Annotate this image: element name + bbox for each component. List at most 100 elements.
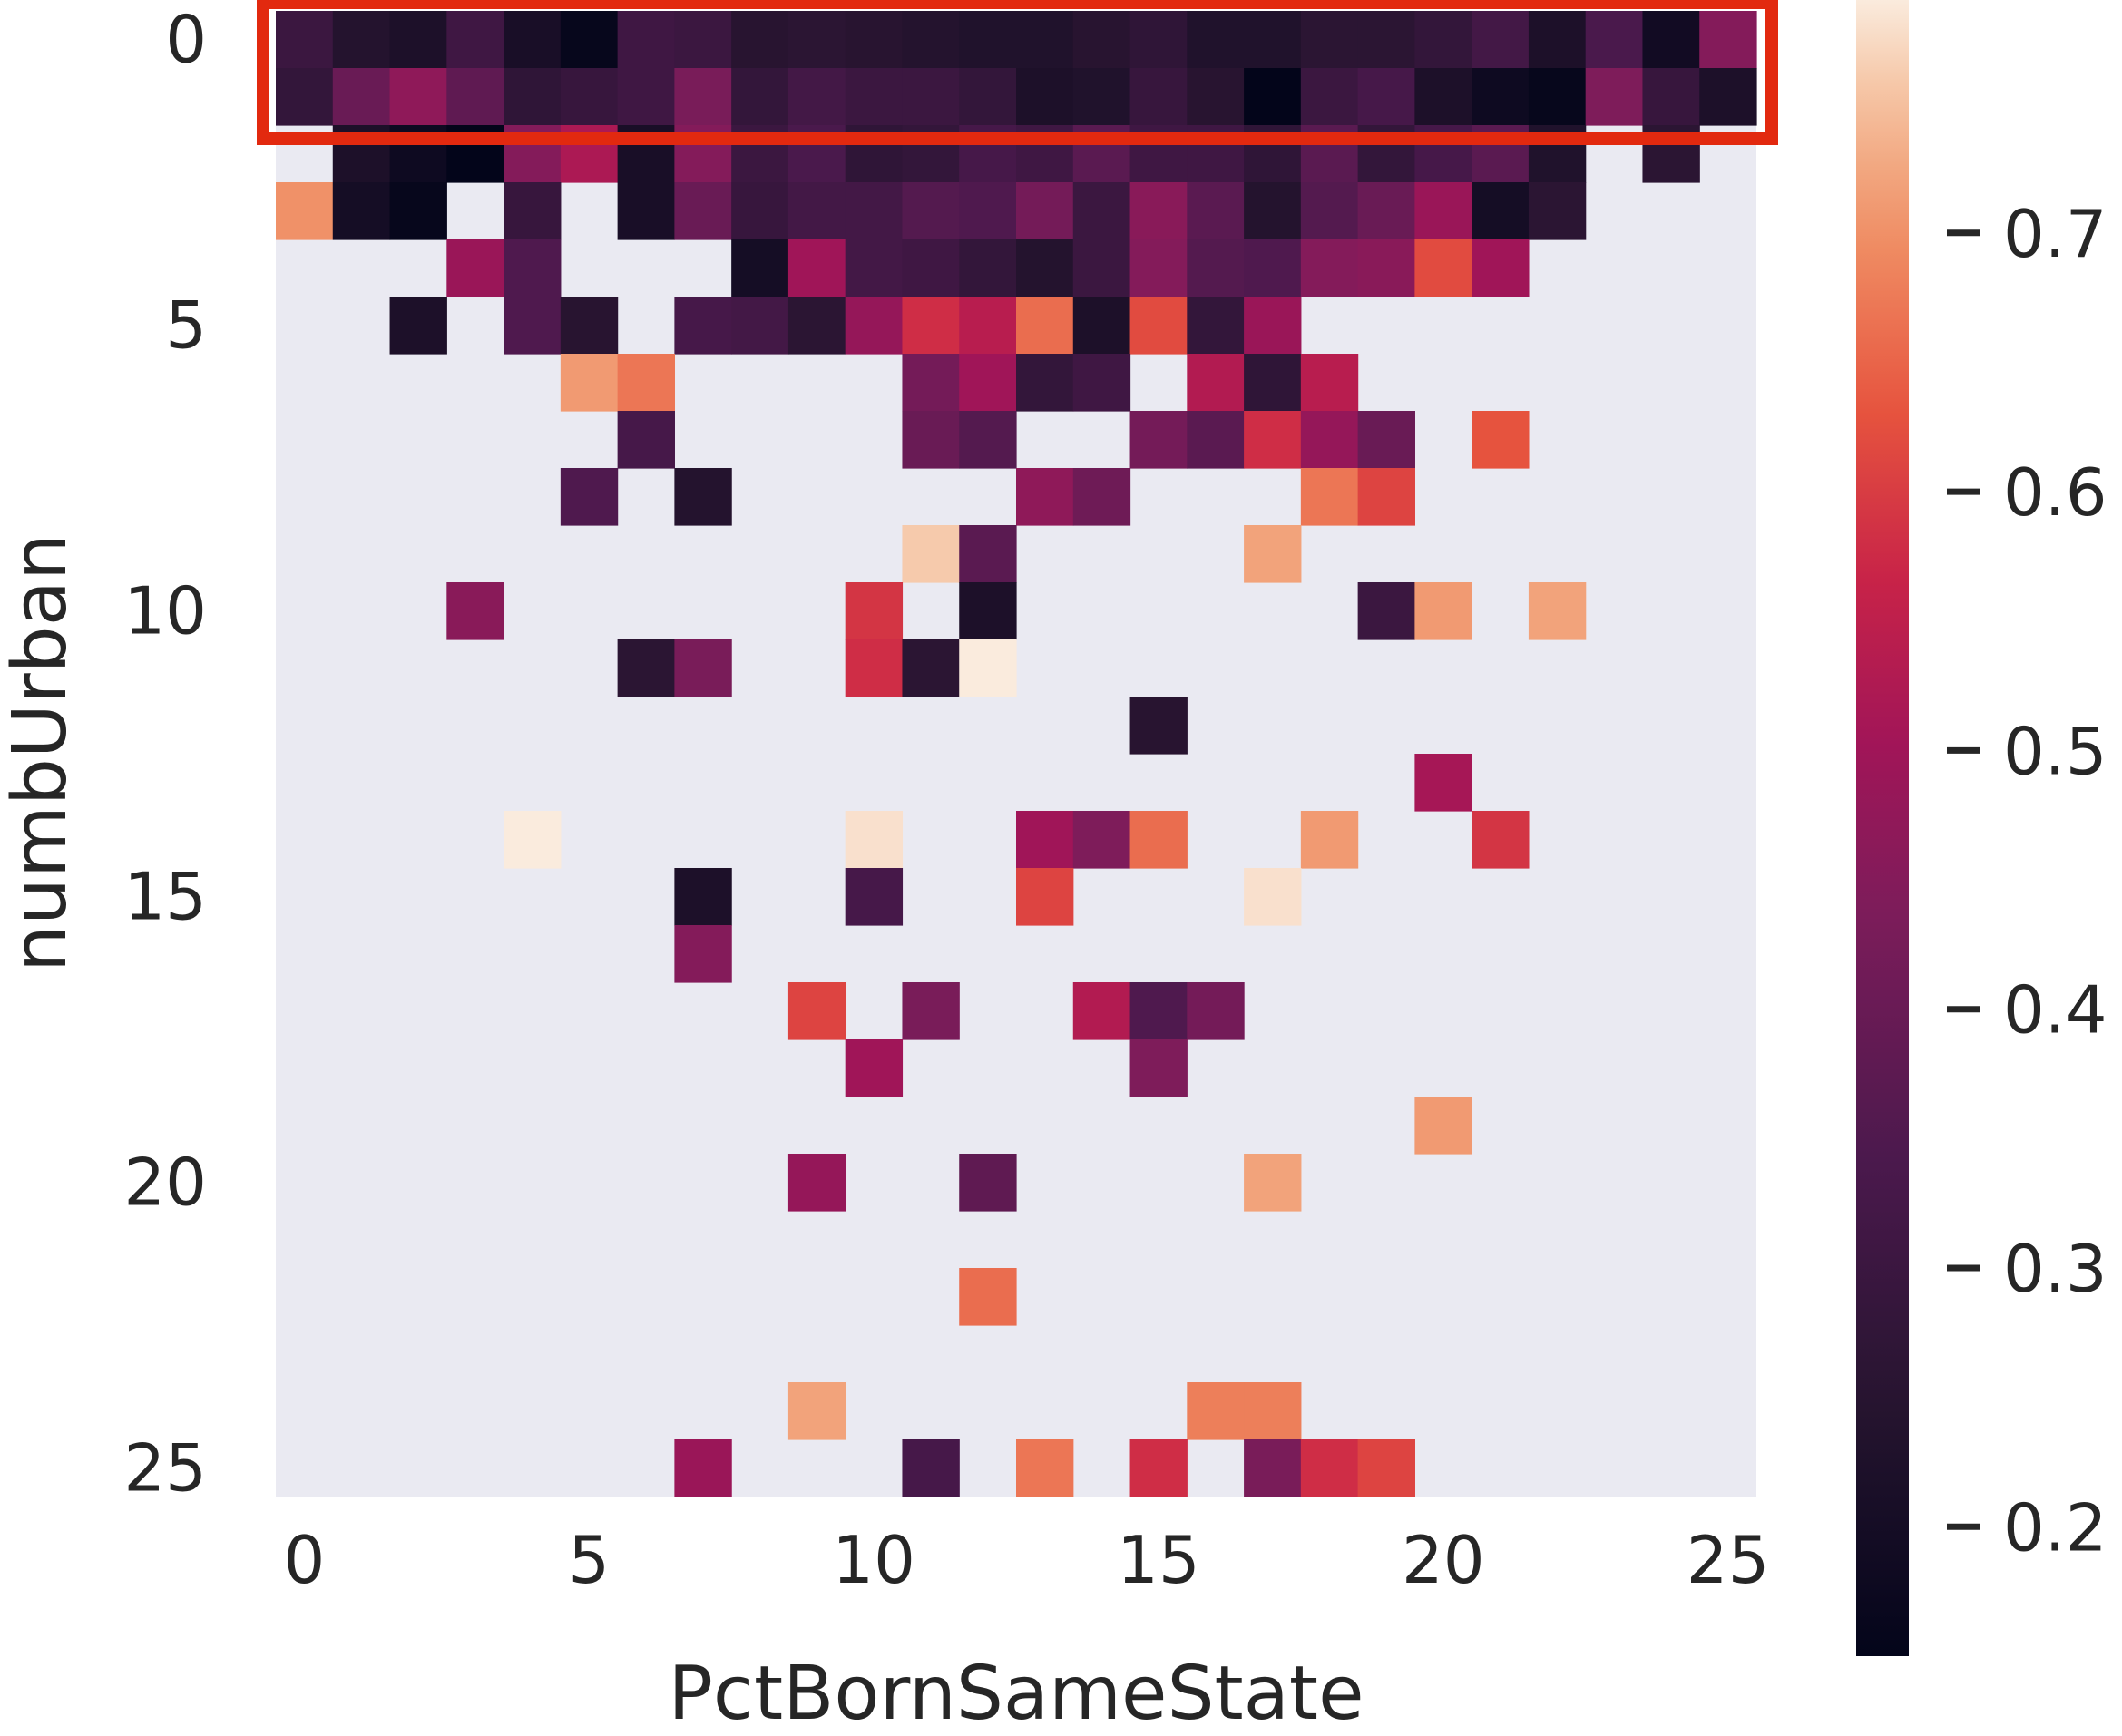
heatmap-cell bbox=[504, 297, 562, 355]
heatmap-cell bbox=[1357, 11, 1415, 69]
heatmap-cell bbox=[845, 11, 904, 69]
heatmap-cell bbox=[1072, 811, 1131, 869]
heatmap-cell bbox=[1016, 468, 1074, 526]
heatmap-cell bbox=[1642, 11, 1700, 69]
heatmap-cell bbox=[1187, 182, 1245, 240]
heatmap-cell bbox=[1414, 582, 1472, 640]
x-tick-label: 10 bbox=[832, 1522, 915, 1598]
colorbar-tick-label: 0.4 bbox=[2003, 972, 2107, 1048]
heatmap-cell bbox=[845, 868, 904, 926]
heatmap-cell bbox=[1300, 1439, 1359, 1497]
heatmap-cell bbox=[1472, 182, 1530, 240]
heatmap-cell bbox=[1129, 1039, 1188, 1097]
heatmap-cell bbox=[1414, 754, 1472, 812]
heatmap-cell bbox=[845, 639, 904, 697]
heatmap-cell bbox=[1187, 411, 1245, 469]
heatmap-cell bbox=[617, 182, 675, 240]
heatmap-cell bbox=[560, 11, 619, 69]
heatmap-cell bbox=[1016, 1439, 1074, 1497]
heatmap-cell bbox=[787, 982, 846, 1040]
heatmap-cell bbox=[731, 11, 789, 69]
heatmap-cell bbox=[1129, 697, 1188, 755]
heatmap-cell bbox=[1528, 182, 1587, 240]
heatmap-cell bbox=[1072, 354, 1131, 412]
heatmap-cell bbox=[902, 525, 960, 583]
heatmap-cell bbox=[674, 468, 732, 526]
heatmap-cell bbox=[1187, 239, 1245, 297]
heatmap-cell bbox=[845, 182, 904, 240]
highlight-box bbox=[257, 0, 1778, 145]
colorbar-ticks: 0.2 0.3 0.4 0.5 0.6 0.7 bbox=[1947, 196, 2107, 1565]
heatmap-cell bbox=[845, 811, 904, 869]
heatmap-cell bbox=[1300, 354, 1359, 412]
heatmap-cell bbox=[902, 11, 960, 69]
heatmap-cell bbox=[1357, 182, 1415, 240]
heatmap-cell bbox=[1016, 811, 1074, 869]
heatmap-cell bbox=[1357, 239, 1415, 297]
heatmap-cell bbox=[1472, 811, 1530, 869]
heatmap-cell bbox=[1357, 582, 1415, 640]
heatmap-cell bbox=[1472, 68, 1530, 126]
heatmap-cell bbox=[845, 1039, 904, 1097]
heatmap-cell bbox=[617, 354, 675, 412]
heatmap-cell bbox=[1187, 11, 1245, 69]
heatmap-cell bbox=[1528, 582, 1587, 640]
heatmap-cell bbox=[389, 11, 447, 69]
heatmap-cell bbox=[674, 68, 732, 126]
heatmap-cell bbox=[1129, 11, 1188, 69]
heatmap-cell bbox=[674, 297, 732, 355]
heatmap-cell bbox=[1016, 297, 1074, 355]
heatmap-cell bbox=[1072, 239, 1131, 297]
heatmap-cell bbox=[902, 68, 960, 126]
heatmap-cell bbox=[617, 68, 675, 126]
colorbar-tick-label: 0.3 bbox=[2003, 1231, 2107, 1307]
heatmap-cell bbox=[959, 582, 1017, 640]
heatmap-cell bbox=[731, 68, 789, 126]
heatmap-cell bbox=[1129, 68, 1188, 126]
heatmap-cell bbox=[504, 68, 562, 126]
heatmap-cell bbox=[504, 239, 562, 297]
colorbar-tick-label: 0.2 bbox=[2003, 1489, 2107, 1565]
x-axis-label: PctBornSameState bbox=[668, 1651, 1364, 1732]
heatmap-cell bbox=[560, 354, 619, 412]
heatmap-cell bbox=[902, 982, 960, 1040]
heatmap-cell bbox=[959, 11, 1017, 69]
heatmap-cell bbox=[1414, 11, 1472, 69]
heatmap-cell bbox=[1244, 411, 1302, 469]
heatmap-cell bbox=[1129, 811, 1188, 869]
x-axis-ticks: 0 5 10 15 20 25 bbox=[283, 1522, 1769, 1598]
heatmap-cell bbox=[902, 354, 960, 412]
heatmap-cell bbox=[674, 182, 732, 240]
heatmap-cell bbox=[902, 411, 960, 469]
heatmap-cell bbox=[1072, 182, 1131, 240]
y-tick-label: 10 bbox=[123, 573, 207, 649]
heatmap-cell bbox=[389, 297, 447, 355]
heatmap-cell bbox=[902, 182, 960, 240]
heatmap-cell bbox=[1016, 868, 1074, 926]
heatmap-cell bbox=[1072, 982, 1131, 1040]
heatmap-cell bbox=[617, 11, 675, 69]
heatmap-cell bbox=[504, 811, 562, 869]
heatmap-cells bbox=[276, 11, 1757, 1497]
heatmap-cell bbox=[1016, 11, 1074, 69]
y-tick-label: 5 bbox=[165, 288, 207, 364]
heatmap-cell bbox=[787, 182, 846, 240]
heatmap-cell bbox=[787, 1154, 846, 1212]
heatmap-cell bbox=[617, 411, 675, 469]
heatmap-cell bbox=[1300, 811, 1359, 869]
heatmap-cell bbox=[959, 525, 1017, 583]
y-tick-label: 25 bbox=[123, 1430, 207, 1507]
heatmap-cell bbox=[617, 639, 675, 697]
x-tick-label: 20 bbox=[1402, 1522, 1485, 1598]
heatmap-cell bbox=[1300, 411, 1359, 469]
heatmap-cell bbox=[276, 11, 334, 69]
heatmap-cell bbox=[276, 182, 334, 240]
heatmap-cell bbox=[1699, 11, 1757, 69]
heatmap-cell bbox=[959, 1268, 1017, 1326]
heatmap-cell bbox=[1016, 354, 1074, 412]
heatmap-cell bbox=[1129, 239, 1188, 297]
heatmap-cell bbox=[1016, 182, 1074, 240]
heatmap-cell bbox=[1072, 468, 1131, 526]
heatmap-cell bbox=[902, 1439, 960, 1497]
heatmap-cell bbox=[787, 239, 846, 297]
